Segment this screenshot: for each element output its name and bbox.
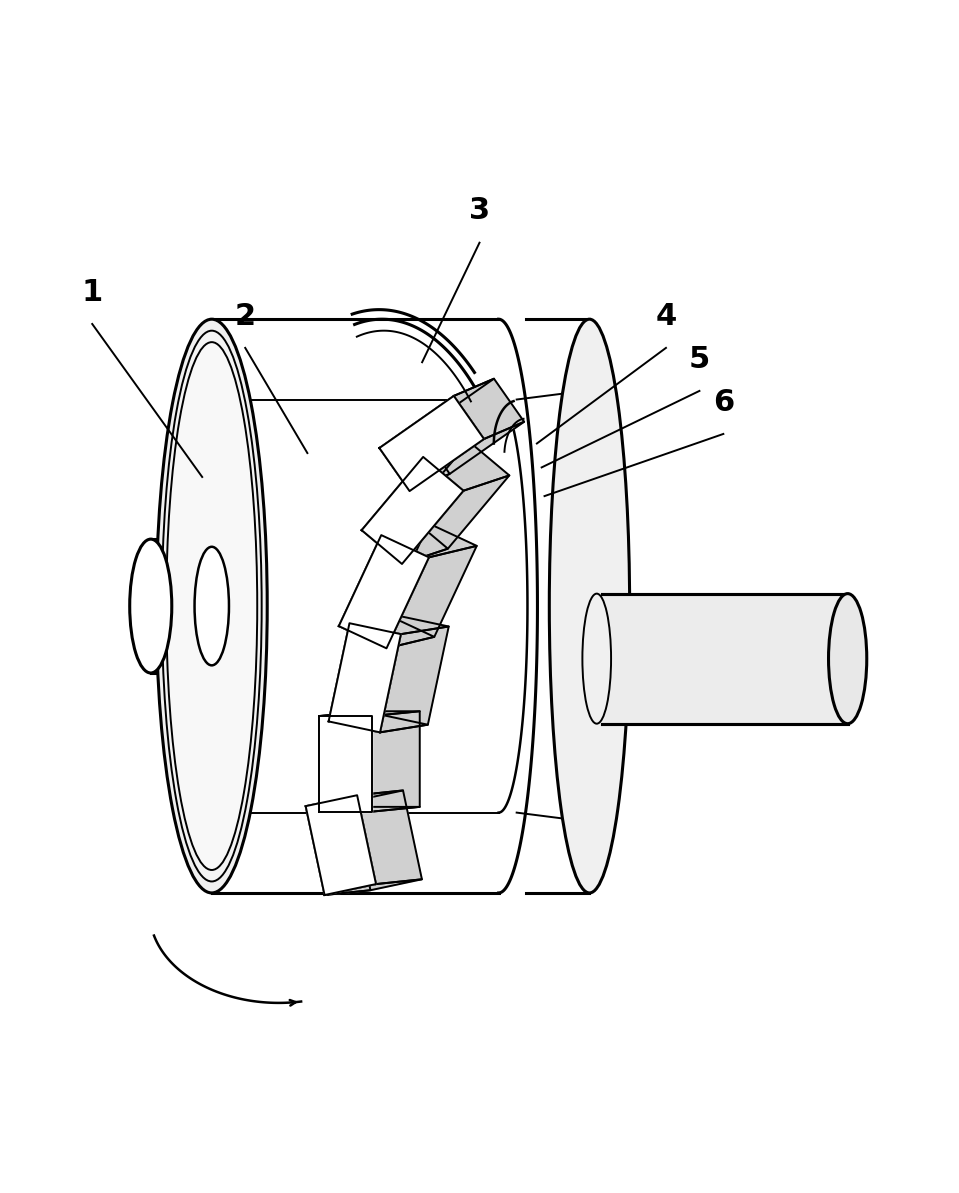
Polygon shape [423, 441, 509, 490]
Text: 4: 4 [655, 302, 677, 330]
Polygon shape [319, 806, 420, 811]
Polygon shape [380, 396, 484, 492]
Polygon shape [306, 796, 376, 895]
Ellipse shape [829, 594, 867, 724]
Polygon shape [357, 791, 422, 884]
Ellipse shape [156, 320, 268, 892]
Ellipse shape [129, 539, 172, 673]
Polygon shape [402, 476, 509, 564]
Polygon shape [380, 626, 449, 733]
Polygon shape [329, 713, 428, 733]
Polygon shape [329, 623, 401, 733]
Polygon shape [601, 594, 848, 724]
Ellipse shape [550, 320, 630, 892]
Polygon shape [409, 422, 525, 492]
Polygon shape [319, 716, 372, 811]
Ellipse shape [550, 320, 630, 892]
Polygon shape [454, 378, 525, 439]
Ellipse shape [166, 342, 257, 870]
Text: 6: 6 [713, 388, 734, 416]
Polygon shape [362, 441, 469, 530]
Polygon shape [380, 431, 450, 492]
Polygon shape [319, 711, 420, 716]
Polygon shape [319, 711, 367, 811]
Polygon shape [386, 546, 477, 648]
Polygon shape [362, 457, 463, 564]
Polygon shape [372, 711, 420, 811]
Polygon shape [324, 879, 422, 895]
Polygon shape [339, 536, 429, 648]
Polygon shape [380, 378, 494, 449]
Text: 2: 2 [235, 302, 256, 330]
Polygon shape [329, 616, 397, 722]
Polygon shape [339, 524, 429, 626]
Text: 1: 1 [82, 278, 103, 307]
Ellipse shape [195, 546, 229, 666]
Polygon shape [306, 791, 403, 806]
Text: 3: 3 [469, 197, 490, 225]
Text: 5: 5 [689, 345, 710, 373]
Polygon shape [306, 802, 370, 895]
Ellipse shape [582, 594, 611, 724]
Polygon shape [382, 524, 477, 557]
Ellipse shape [162, 330, 262, 882]
Polygon shape [339, 614, 434, 648]
Polygon shape [362, 515, 448, 564]
Polygon shape [202, 320, 508, 892]
Polygon shape [349, 616, 449, 635]
